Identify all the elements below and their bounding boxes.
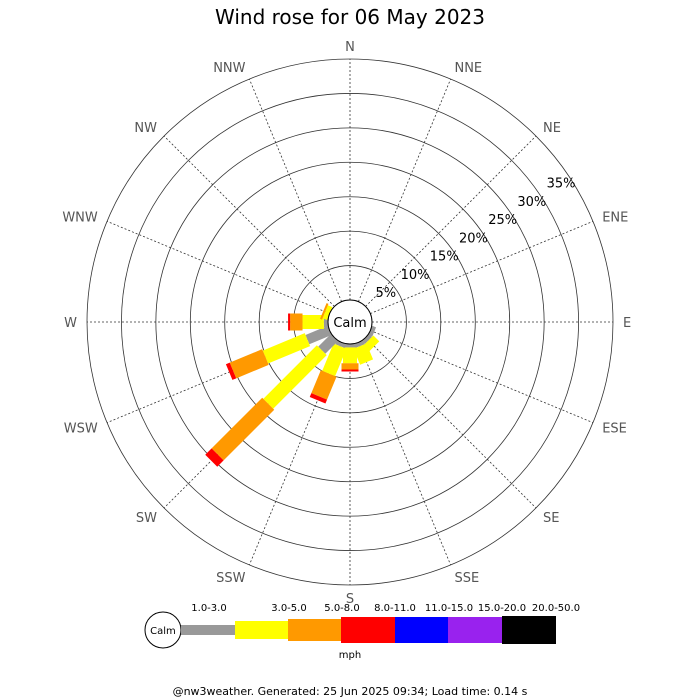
- ring-label-1: 5%: [376, 286, 397, 301]
- direction-labels: N NNE NE ENE E ESE SE SSE S SSW SW WSW W WNW NW NNW: [62, 40, 631, 607]
- direction-label-e: E: [623, 316, 631, 331]
- spoke-wnw: [106, 220, 330, 314]
- legend-swatch-5: [395, 617, 449, 643]
- legend-label-2: 3.0-5.0: [271, 603, 306, 614]
- bar-wnw-bin-3: [320, 303, 329, 320]
- polar-grid: [86, 58, 614, 586]
- legend-swatch-6: [448, 617, 502, 643]
- direction-label-wsw: WSW: [64, 422, 98, 437]
- direction-label-nne: NNE: [454, 61, 482, 76]
- spoke-ese: [370, 330, 594, 424]
- direction-label-ne: NE: [543, 121, 561, 136]
- bar-sw-bin-2: [263, 345, 327, 409]
- grid-ring-6: [121, 93, 579, 551]
- bar-ssw-bin-1: [335, 340, 347, 349]
- ring-label-3: 15%: [430, 250, 459, 265]
- ring-label-6: 30%: [517, 195, 546, 210]
- chart-title: Wind rose for 06 May 2023: [215, 5, 485, 29]
- bar-wsw-bin-1: [305, 325, 332, 345]
- legend-units: mph: [339, 650, 361, 661]
- direction-label-ssw: SSW: [216, 571, 246, 586]
- legend-swatch-2: [235, 621, 289, 639]
- legend-label-6: 15.0-20.0: [478, 603, 526, 614]
- legend-calm-label: Calm: [150, 626, 176, 637]
- ring-labels: 5% 10%15%20%25%30%35%: [376, 177, 576, 301]
- bar-wsw-bin-3: [229, 349, 269, 379]
- ring-label-2: 10%: [401, 268, 430, 283]
- bar-ssw-bin-2: [322, 343, 347, 377]
- spoke-nnw: [248, 78, 342, 302]
- legend-label-1: 1.0-3.0: [191, 603, 226, 614]
- bar-sw-bin-3: [211, 397, 275, 461]
- direction-label-sw: SW: [136, 511, 157, 526]
- legend-swatch-1: [181, 625, 235, 635]
- legend-swatch-7: [502, 616, 556, 644]
- spoke-sse: [358, 342, 452, 566]
- direction-label-ene: ENE: [602, 210, 628, 225]
- ring-label-7: 35%: [547, 177, 576, 192]
- bar-sw-bin-4: [205, 448, 224, 467]
- bar-se-bin-1: [362, 334, 373, 345]
- calm-center: Calm: [327, 299, 373, 345]
- direction-label-nnw: NNW: [213, 61, 245, 76]
- direction-label-wnw: WNW: [62, 210, 98, 225]
- footer-text: @nw3weather. Generated: 25 Jun 2025 09:3…: [173, 685, 528, 698]
- direction-label-ese: ESE: [602, 422, 627, 437]
- bar-wsw-bin-4: [225, 362, 237, 380]
- legend-label-3: 5.0-8.0: [324, 603, 359, 614]
- bar-ese-bin-1: [368, 325, 377, 337]
- bar-ssw-bin-4: [309, 393, 328, 404]
- legend-label-7: 20.0-50.0: [532, 603, 580, 614]
- wind-bars: [205, 303, 380, 467]
- bar-sse-bin-2: [353, 343, 374, 365]
- legend-label-4: 8.0-11.0: [374, 603, 416, 614]
- legend: Calm 1.0-3.0 3.0-5.0 5.0-8.0 8.0-11.0 11.0-15…: [144, 603, 580, 661]
- ring-label-4: 20%: [459, 231, 488, 246]
- legend-label-5: 11.0-15.0: [425, 603, 473, 614]
- bar-ssw-bin-3: [311, 370, 337, 400]
- bar-sw-bin-1: [318, 334, 338, 354]
- grid-ring-3: [224, 196, 476, 448]
- legend-swatch-4: [341, 617, 395, 643]
- direction-label-se: SE: [543, 511, 559, 526]
- direction-label-n: N: [345, 40, 355, 55]
- ring-label-5: 25%: [488, 213, 517, 228]
- spoke-ne: [365, 135, 537, 307]
- direction-label-s: S: [346, 592, 354, 607]
- spoke-se: [365, 337, 537, 509]
- spoke-ene: [370, 220, 594, 314]
- spoke-nw: [163, 135, 335, 307]
- calm-circle: [327, 299, 373, 345]
- spoke-nne: [358, 78, 452, 302]
- bar-wnw-bin-2: [322, 305, 333, 321]
- calm-label: Calm: [333, 316, 366, 331]
- bar-se-bin-2: [363, 335, 380, 352]
- bar-sse-bin-1: [353, 340, 365, 349]
- legend-swatch-3: [288, 619, 342, 641]
- direction-label-w: W: [64, 316, 77, 331]
- direction-label-nw: NW: [134, 121, 157, 136]
- bar-wsw-bin-2: [262, 333, 311, 364]
- direction-label-sse: SSE: [454, 571, 479, 586]
